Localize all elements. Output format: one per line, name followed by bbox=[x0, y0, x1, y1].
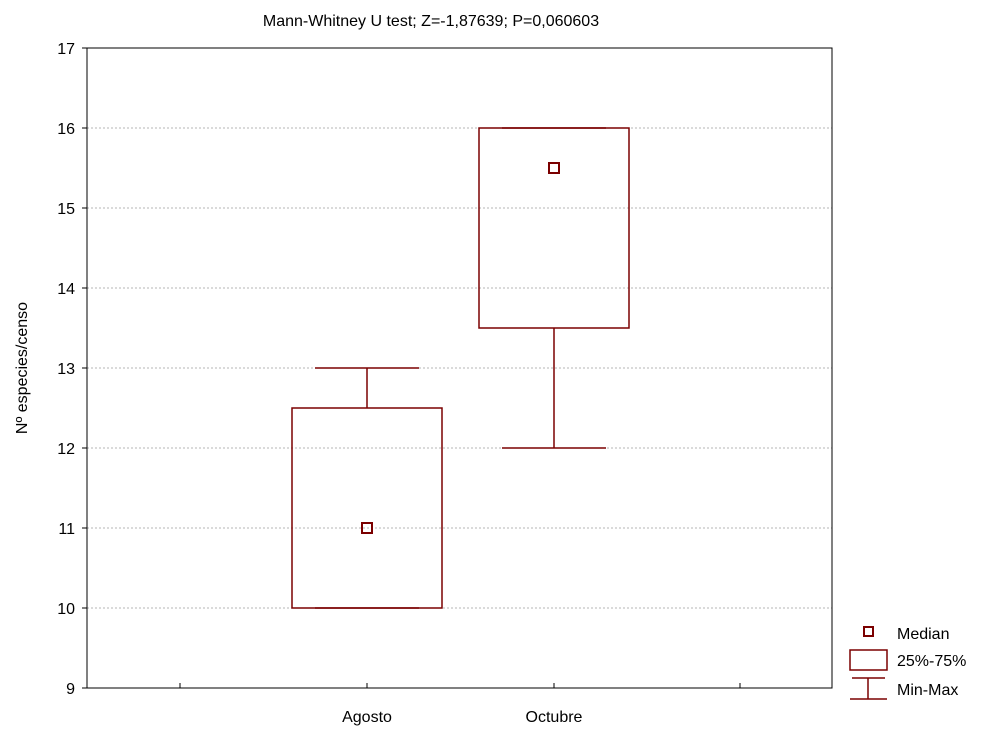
y-axis: 9 10 11 12 13 14 15 16 17 bbox=[57, 41, 87, 698]
iqr-box bbox=[478, 127, 630, 329]
legend: Median 25%-75% Min-Max bbox=[849, 626, 966, 700]
median-marker bbox=[361, 522, 373, 534]
legend-median-label: Median bbox=[897, 626, 949, 643]
plot-area bbox=[86, 47, 833, 689]
box-octubre bbox=[478, 127, 630, 449]
x-category-label: Octubre bbox=[526, 709, 583, 726]
legend-minmax-label: Min-Max bbox=[897, 682, 958, 699]
legend-median-symbol bbox=[863, 626, 874, 637]
legend-iqr-symbol bbox=[849, 649, 888, 671]
y-tick-label: 17 bbox=[57, 41, 75, 58]
y-tick-label: 12 bbox=[57, 441, 75, 458]
y-axis-label: Nº especies/censo bbox=[14, 302, 31, 434]
grid-lines bbox=[87, 127, 832, 609]
x-category-label: Agosto bbox=[342, 709, 392, 726]
y-tick-label: 10 bbox=[57, 601, 75, 618]
y-tick-label: 13 bbox=[57, 361, 75, 378]
box-agosto bbox=[291, 367, 443, 609]
y-tick-label: 11 bbox=[58, 521, 75, 538]
y-tick-label: 14 bbox=[57, 281, 75, 298]
chart-title: Mann-Whitney U test; Z=-1,87639; P=0,060… bbox=[263, 13, 599, 30]
y-tick-label: 16 bbox=[57, 121, 75, 138]
x-axis: Agosto Octubre bbox=[179, 683, 741, 726]
y-tick-label: 9 bbox=[66, 681, 75, 698]
legend-iqr-label: 25%-75% bbox=[897, 653, 966, 670]
y-tick-label: 15 bbox=[57, 201, 75, 218]
iqr-box bbox=[291, 407, 443, 609]
median-marker bbox=[548, 162, 560, 174]
